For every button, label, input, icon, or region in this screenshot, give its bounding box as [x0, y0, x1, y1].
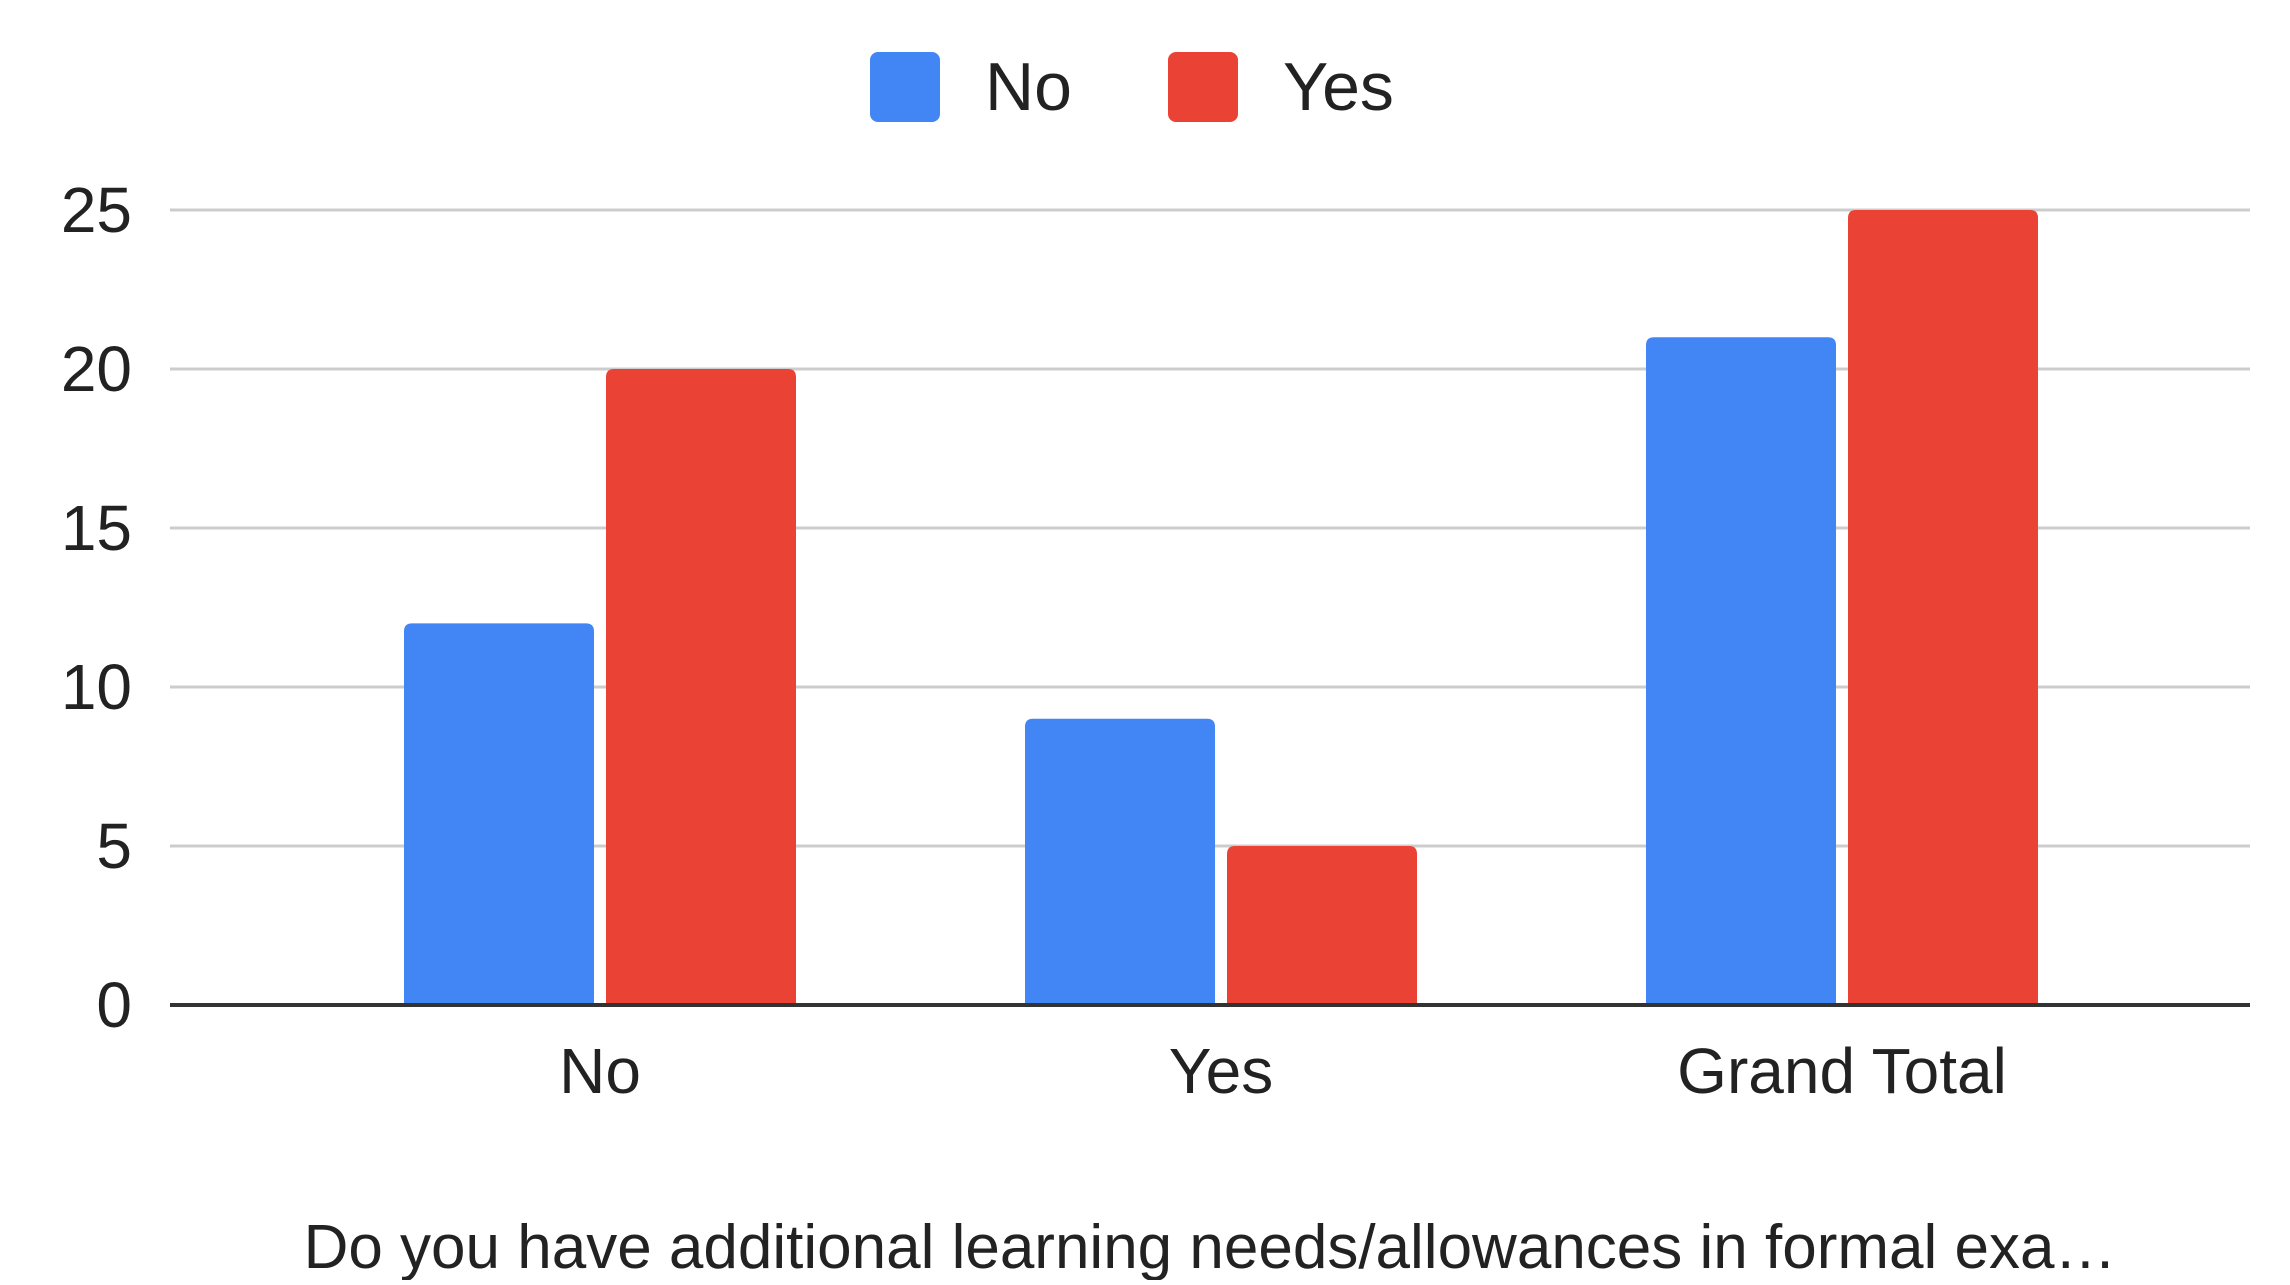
- bar-yes-grand-total[interactable]: [1848, 210, 2038, 1005]
- bar-no-yes[interactable]: [1025, 718, 1215, 1005]
- y-tick-label: 10: [61, 651, 132, 723]
- y-tick-label: 0: [96, 969, 132, 1041]
- legend-swatch-yes[interactable]: [1168, 52, 1238, 122]
- y-tick-label: 25: [61, 174, 132, 246]
- bar-no-grand-total[interactable]: [1646, 337, 1836, 1005]
- y-tick-label: 5: [96, 810, 132, 882]
- x-tick-label: Grand Total: [1677, 1035, 2007, 1107]
- x-tick-label: No: [559, 1035, 641, 1107]
- legend: No Yes: [870, 49, 1394, 125]
- y-axis-ticks: 0 5 10 15 20 25: [61, 174, 132, 1041]
- bar-no-no[interactable]: [404, 623, 594, 1005]
- legend-label-no[interactable]: No: [985, 49, 1072, 125]
- y-tick-label: 15: [61, 492, 132, 564]
- y-tick-label: 20: [61, 333, 132, 405]
- x-tick-label: Yes: [1169, 1035, 1273, 1107]
- legend-label-yes[interactable]: Yes: [1283, 49, 1394, 125]
- legend-swatch-no[interactable]: [870, 52, 940, 122]
- bar-yes-yes[interactable]: [1227, 846, 1417, 1005]
- x-axis-categories: No Yes Grand Total: [559, 1035, 2007, 1107]
- bar-yes-no[interactable]: [606, 369, 796, 1005]
- x-axis-title: Do you have additional learning needs/al…: [304, 1213, 2117, 1280]
- bars: [404, 210, 2038, 1005]
